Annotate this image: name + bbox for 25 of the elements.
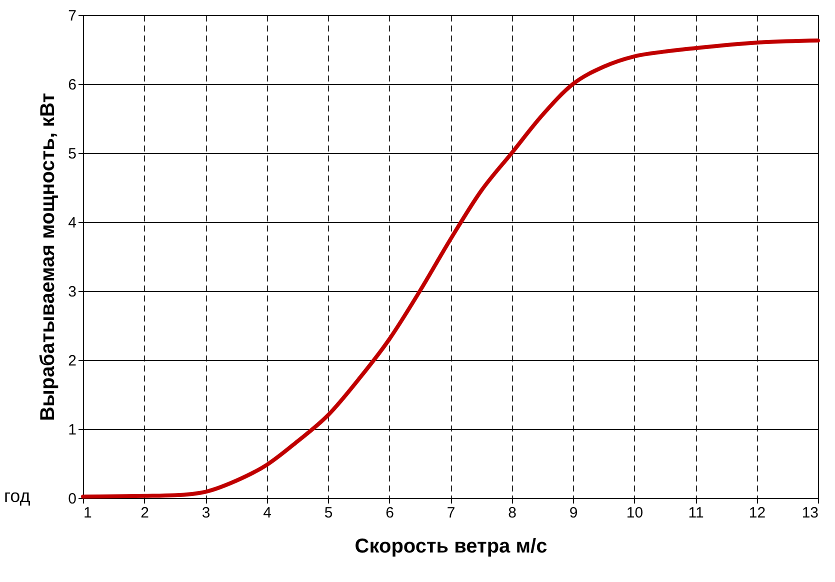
y-tick-label: 3 xyxy=(68,284,76,300)
x-axis-title: Скорость ветра м/с xyxy=(354,536,548,558)
y-tick-label: 4 xyxy=(68,214,76,232)
x-tick-label: 7 xyxy=(446,504,456,522)
x-tick-label: 10 xyxy=(626,504,644,522)
y-tick-label: 0 xyxy=(68,490,76,508)
x-tick-label: 3 xyxy=(202,504,210,522)
y-tick-label: 2 xyxy=(68,352,76,370)
y-tick-label: 1 xyxy=(68,422,76,438)
y-tick-label: 5 xyxy=(68,146,76,162)
x-tick-label: 5 xyxy=(324,504,333,522)
y-tick-label: 7 xyxy=(68,8,76,24)
x-tick-label: 13 xyxy=(802,504,818,522)
text: год xyxy=(4,486,30,507)
x-tick-label: 1 xyxy=(84,504,92,522)
x-tick-label: 9 xyxy=(569,504,578,522)
line-series xyxy=(81,38,820,499)
x-tick-label: 8 xyxy=(508,504,516,522)
x-tick-label: 4 xyxy=(263,504,272,522)
x-tick-label: 2 xyxy=(140,504,149,522)
y-tick-label: 6 xyxy=(68,76,76,94)
x-tick-label: 12 xyxy=(748,504,766,522)
y-axis-title: Вырабатываемая мощность, кВт xyxy=(37,92,60,422)
x-tick-label: 11 xyxy=(688,504,704,522)
x-tick-label: 6 xyxy=(386,504,394,522)
